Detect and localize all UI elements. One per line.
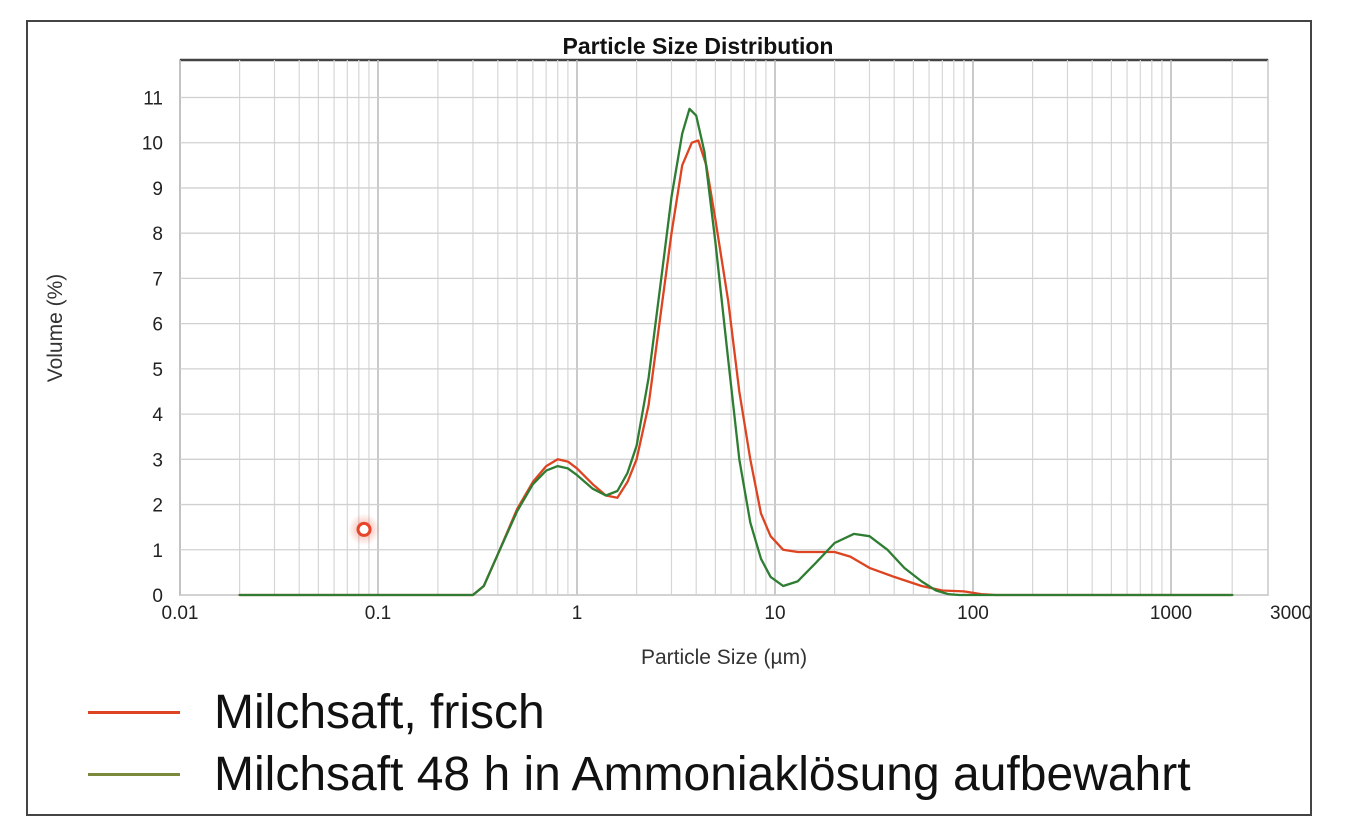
y-tick-label: 5 [152, 360, 163, 381]
legend-label-fresh: Milchsaft, frisch [214, 685, 545, 739]
y-tick-label: 6 [152, 315, 163, 336]
cursor-marker [348, 513, 381, 546]
series-line-stored [238, 107, 1234, 597]
x-tick-label: 1 [572, 603, 583, 624]
y-tick-label: 1 [152, 541, 163, 562]
y-tick-label: 8 [152, 224, 163, 245]
grid [179, 60, 1269, 596]
x-tick-label: 1000 [1150, 603, 1192, 624]
chart-frame: 0 1 2 3 4 5 6 7 8 9 10 11 0.01 0.1 1 10 100 1000 3000 Part… [26, 20, 1312, 816]
x-tick-label: 100 [957, 603, 989, 624]
x-tick-label: 3000 [1270, 603, 1310, 624]
y-tick-label: 9 [152, 179, 163, 200]
legend-item-stored: Milchsaft 48 h in Ammoniaklösung aufbewa… [88, 744, 1191, 804]
marker-dot [356, 521, 372, 537]
chart-title: Particle Size Distribution [563, 33, 834, 59]
x-tick-label: 0.1 [365, 603, 391, 624]
y-tick-label: 7 [152, 269, 163, 290]
legend-label-stored: Milchsaft 48 h in Ammoniaklösung aufbewa… [214, 747, 1191, 801]
x-tick-label: 10 [764, 603, 785, 624]
legend-swatch-fresh [88, 710, 180, 714]
series-line-fresh [238, 139, 1234, 597]
y-tick-label: 4 [152, 405, 163, 426]
x-axis-label: Particle Size (µm) [641, 646, 807, 669]
y-tick-label: 2 [152, 496, 163, 517]
axes: 0 1 2 3 4 5 6 7 8 9 10 11 0.01 0.1 1 10 100 1000 3000 [142, 89, 1310, 625]
legend-item-fresh: Milchsaft, frisch [88, 682, 545, 742]
y-axis-label: Volume (%) [44, 274, 67, 383]
y-tick-label: 0 [152, 586, 163, 607]
particle-size-chart: 0 1 2 3 4 5 6 7 8 9 10 11 0.01 0.1 1 10 100 1000 3000 Part… [44, 33, 1310, 669]
series-lines [238, 107, 1234, 597]
y-tick-label: 11 [143, 89, 163, 110]
y-tick-label: 3 [152, 450, 163, 471]
x-tick-label: 0.01 [162, 603, 199, 624]
y-tick-label: 10 [142, 134, 163, 155]
legend-swatch-stored [88, 772, 180, 776]
